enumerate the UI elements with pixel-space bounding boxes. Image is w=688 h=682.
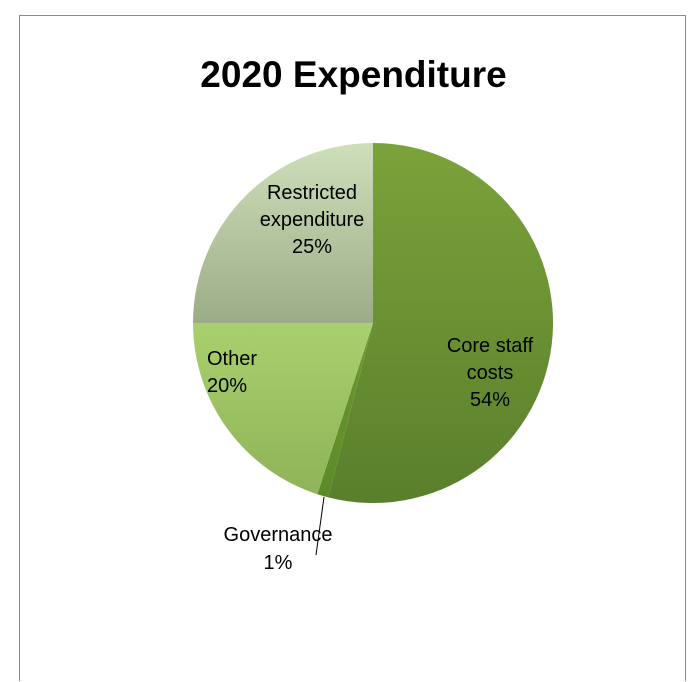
slice-restricted-expenditure — [193, 143, 373, 323]
label-restricted-expenditure: Restricted expenditure 25% — [260, 182, 365, 258]
label-core-staff-costs: Core staff costs 54% — [447, 335, 534, 411]
label-other: Other 20% — [207, 348, 257, 397]
slice-governance — [317, 323, 373, 498]
governance-leader-line — [315, 496, 325, 556]
label-governance: Governance 1% — [224, 524, 333, 574]
chart-title: 2020 Expenditure — [200, 54, 507, 95]
slice-core-staff-costs — [328, 142, 554, 503]
slice-other — [193, 323, 373, 495]
